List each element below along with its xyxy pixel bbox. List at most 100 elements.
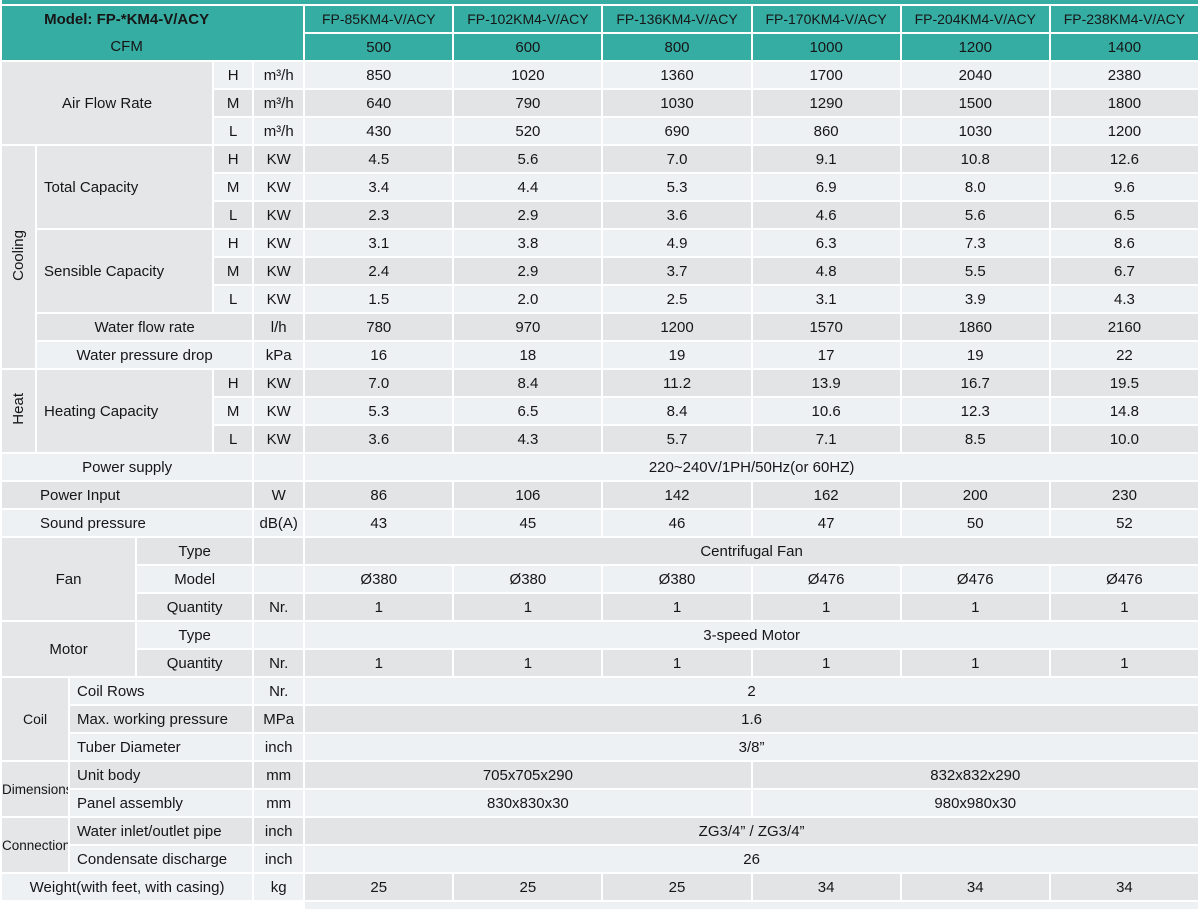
value-cell: 11.2 xyxy=(603,370,751,396)
unit-cell: KW xyxy=(254,258,304,284)
value-cell: 860 xyxy=(752,118,900,144)
value-cell: 2.4 xyxy=(305,258,453,284)
unit-cell: inch xyxy=(254,818,304,844)
value-cell: 5.6 xyxy=(901,202,1049,228)
value-cell: Ø380 xyxy=(305,566,453,592)
unit-cell: KW xyxy=(254,426,304,452)
unit-cell: KW xyxy=(254,398,304,424)
unit-cell: Nr. xyxy=(254,678,304,704)
merged-value-cell: 3-speed Motor xyxy=(305,622,1198,648)
value-cell: 6.5 xyxy=(454,398,602,424)
unit-cell xyxy=(254,454,304,480)
unit-cell: mm xyxy=(254,790,304,816)
value-cell: 3.4 xyxy=(305,174,453,200)
row-label: Unit body xyxy=(70,762,253,788)
value-cell: 1 xyxy=(901,650,1049,676)
unit-cell: l/h xyxy=(254,314,304,340)
value-cell: 1200 xyxy=(603,314,751,340)
speed-cell: L xyxy=(214,426,253,452)
row-label: Weight(with feet, with casing) xyxy=(2,874,253,900)
speed-cell: H xyxy=(214,370,253,396)
unit-cell: Nr. xyxy=(254,650,304,676)
value-cell: 1290 xyxy=(752,90,900,116)
table-row: Condensate discharge inch 26 xyxy=(2,846,1198,872)
value-cell: 7.3 xyxy=(901,230,1049,256)
unit-cell: KW xyxy=(254,174,304,200)
group-label-motor: Motor xyxy=(2,622,136,676)
speed-cell: M xyxy=(214,174,253,200)
value-cell: 7.0 xyxy=(305,370,453,396)
value-cell: 16.7 xyxy=(901,370,1049,396)
value-cell: 1030 xyxy=(901,118,1049,144)
value-cell: 850 xyxy=(305,62,453,88)
value-cell: 9.1 xyxy=(752,146,900,172)
merged-value-cell: 26 xyxy=(305,846,1198,872)
value-cell: 8.0 xyxy=(901,174,1049,200)
speed-cell: L xyxy=(214,118,253,144)
row-label: Panel assembly xyxy=(70,790,253,816)
table-row: Sensible Capacity H KW 3.1 3.8 4.9 6.3 7… xyxy=(2,230,1198,312)
table-row: Motor Type 3-speed Motor xyxy=(2,622,1198,676)
group-label-heat: Heat xyxy=(2,370,36,452)
row-label: Heating Capacity xyxy=(37,370,213,452)
value-cell: 6.3 xyxy=(752,230,900,256)
table-row: Power Input W 86 106 142 162 200 230 xyxy=(2,482,1198,508)
value-cell: 5.5 xyxy=(901,258,1049,284)
value-cell: 2.9 xyxy=(454,258,602,284)
row-label: Sound pressure xyxy=(2,510,253,536)
value-cell: 1860 xyxy=(901,314,1049,340)
value-cell: Ø476 xyxy=(901,566,1049,592)
value-cell: 1 xyxy=(305,594,453,620)
value-cell: 970 xyxy=(454,314,602,340)
table-row: L KW 3.6 4.3 5.7 7.1 8.5 10.0 xyxy=(2,426,1198,452)
value-cell: 8.6 xyxy=(1050,230,1198,256)
value-cell: 5.3 xyxy=(305,398,453,424)
value-cell: 4.8 xyxy=(752,258,900,284)
value-cell: 5.3 xyxy=(603,174,751,200)
value-cell: 19 xyxy=(901,342,1049,368)
merged-value-cell: 832x832x290 xyxy=(752,762,1198,788)
merged-value-cell: ZG3/4” / ZG3/4” xyxy=(305,818,1198,844)
row-label: Power Input xyxy=(2,482,253,508)
value-cell: 4.5 xyxy=(305,146,453,172)
speed-cell: L xyxy=(214,202,253,228)
model-column-header: FP-238KM4-V/ACY xyxy=(1050,6,1198,32)
table-row: M m³/h 640 790 1030 1290 1500 1800 xyxy=(2,90,1198,116)
value-cell: 4.3 xyxy=(454,426,602,452)
value-cell: 2160 xyxy=(1050,314,1198,340)
merged-value-cell: 705x705x290 xyxy=(305,762,751,788)
value-cell: 8.5 xyxy=(901,426,1049,452)
value-cell: Ø476 xyxy=(752,566,900,592)
unit-cell: dB(A) xyxy=(254,510,304,536)
value-cell: 12.6 xyxy=(1050,146,1198,172)
value-cell: 1 xyxy=(1050,594,1198,620)
value-cell: 1020 xyxy=(454,62,602,88)
value-cell: 142 xyxy=(603,482,751,508)
speed-cell: H xyxy=(214,230,253,256)
cfm-value-cell: 1200 xyxy=(901,34,1049,60)
value-cell: 3.8 xyxy=(454,230,602,256)
unit-cell: m³/h xyxy=(254,62,304,88)
table-row: Weight(with feet, with casing) kg 25 25 … xyxy=(2,874,1198,900)
value-cell: 2.3 xyxy=(305,202,453,228)
table-row: Panel assembly mm 830x830x30 980x980x30 xyxy=(2,790,1198,816)
row-label: Type xyxy=(137,622,253,648)
table-row: Air Flow Rate H m³/h 850 1020 1360 1700 … xyxy=(2,62,1198,144)
value-cell: 1 xyxy=(901,594,1049,620)
table-row: Water pressure drop kPa 16 18 19 17 19 2… xyxy=(2,342,1198,368)
value-cell: 4.9 xyxy=(603,230,751,256)
value-cell: 6.9 xyxy=(752,174,900,200)
value-cell: Ø380 xyxy=(603,566,751,592)
row-label: Condensate discharge xyxy=(70,846,253,872)
row-label: Model xyxy=(137,566,253,592)
speed-cell: H xyxy=(214,146,253,172)
value-cell: 6.5 xyxy=(1050,202,1198,228)
value-cell: 2.9 xyxy=(454,202,602,228)
unit-cell: KW xyxy=(254,230,304,256)
value-cell: 640 xyxy=(305,90,453,116)
value-cell: 1800 xyxy=(1050,90,1198,116)
speed-cell: M xyxy=(214,90,253,116)
value-cell: 25 xyxy=(603,874,751,900)
value-cell: 2040 xyxy=(901,62,1049,88)
value-cell: 8.4 xyxy=(454,370,602,396)
